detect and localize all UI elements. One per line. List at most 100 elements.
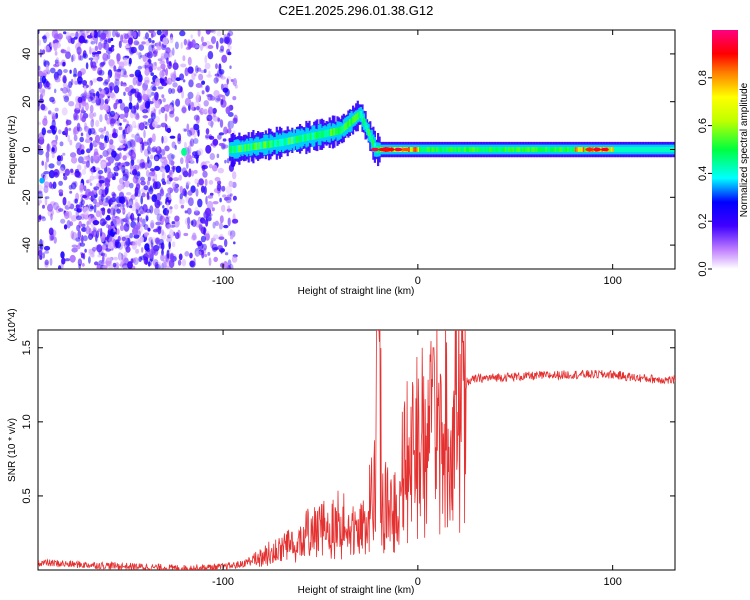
band-core-cell <box>515 147 518 152</box>
noise-cell <box>81 263 85 267</box>
noise-cell <box>38 121 42 126</box>
band-core-cell <box>520 147 523 152</box>
band-core-cell <box>578 147 581 152</box>
band-core-cell <box>528 147 531 152</box>
noise-cell <box>74 170 81 178</box>
noise-cell <box>177 85 183 94</box>
noise-cell <box>147 151 152 155</box>
noise-cell <box>106 156 111 161</box>
noise-cell <box>207 251 211 256</box>
band-core-cell <box>497 147 500 152</box>
noise-cell <box>78 263 82 269</box>
noise-cell <box>175 165 182 173</box>
noise-cell <box>105 257 112 262</box>
band-core-cell <box>573 147 576 152</box>
noise-cell <box>164 113 168 122</box>
noise-cell <box>51 153 55 159</box>
noise-cell <box>141 142 145 151</box>
noise-cell <box>67 210 73 219</box>
band-core-cell <box>336 127 339 135</box>
noise-cell <box>46 154 49 164</box>
noise-cell <box>165 47 171 54</box>
band-core-cell <box>490 147 493 152</box>
noise-cell <box>109 228 115 237</box>
x-tick-label: -100 <box>212 275 234 287</box>
noise-cell <box>161 82 168 87</box>
noise-cell <box>227 51 232 56</box>
noise-cell <box>226 37 232 46</box>
band-core-cell <box>609 147 612 152</box>
noise-cell <box>151 194 157 203</box>
band-core-cell <box>518 147 521 152</box>
noise-cell <box>206 114 213 122</box>
noise-cell <box>71 156 78 164</box>
band-core-cell <box>345 121 348 129</box>
noise-cell <box>191 39 196 48</box>
noise-cell <box>102 53 107 59</box>
noise-cell <box>172 82 178 88</box>
band-core-cell <box>546 147 549 152</box>
noise-cell <box>167 174 171 179</box>
noise-cell <box>179 185 183 194</box>
noise-cell <box>149 168 155 172</box>
noise-cell <box>63 95 70 103</box>
noise-cell <box>211 243 218 252</box>
noise-cell <box>207 45 214 49</box>
band-core-cell <box>348 119 352 127</box>
noise-cell <box>116 118 120 127</box>
band-core-cell <box>334 127 338 135</box>
noise-cell <box>135 248 140 254</box>
noise-cell <box>105 216 111 221</box>
noise-cell <box>167 188 170 196</box>
band-core-cell <box>257 142 260 150</box>
noise-cell <box>115 69 122 72</box>
band-core-cell <box>300 134 303 142</box>
noise-cell <box>51 116 57 120</box>
noise-cell <box>152 121 158 128</box>
noise-cell <box>91 61 97 69</box>
noise-cell <box>93 186 100 191</box>
colorbar-gradient <box>712 30 738 269</box>
noise-cell <box>75 113 79 121</box>
band-core-cell <box>271 140 274 148</box>
noise-cell <box>166 224 171 230</box>
band-core-cell <box>269 140 272 148</box>
peak-cell <box>394 147 403 152</box>
band-core-cell <box>548 147 551 152</box>
noise-cell <box>187 172 191 178</box>
noise-cell <box>108 59 115 67</box>
noise-cell <box>87 178 92 183</box>
noise-cell <box>201 108 208 113</box>
noise-cell <box>41 127 46 136</box>
noise-cell <box>48 181 53 189</box>
noise-cell <box>113 65 117 72</box>
noise-cell <box>147 176 151 182</box>
noise-cell <box>144 232 149 238</box>
noise-cell <box>116 203 121 207</box>
noise-cell <box>204 178 208 187</box>
noise-cell <box>203 100 209 107</box>
noise-cell <box>109 207 116 216</box>
noise-cell <box>195 188 199 197</box>
noise-cell <box>216 40 219 50</box>
noise-cell <box>232 195 237 201</box>
noise-cell <box>205 86 209 92</box>
noise-cell <box>78 32 82 37</box>
noise-cell <box>117 147 123 151</box>
noise-cell <box>189 138 195 147</box>
y-tick-label: -40 <box>21 237 33 253</box>
noise-cell <box>58 265 62 269</box>
noise-cell <box>140 195 143 205</box>
noise-cell <box>128 149 133 157</box>
band-core-cell <box>500 147 503 152</box>
band-core-cell <box>473 147 476 152</box>
noise-cell <box>174 116 179 122</box>
noise-cell <box>156 66 162 71</box>
band-core-cell <box>444 147 447 152</box>
band-core-cell <box>448 147 451 152</box>
noise-cell <box>168 177 173 182</box>
noise-cell <box>85 188 91 197</box>
band-core-cell <box>652 147 655 152</box>
band-core-cell <box>649 147 652 152</box>
noise-cell <box>150 91 155 96</box>
